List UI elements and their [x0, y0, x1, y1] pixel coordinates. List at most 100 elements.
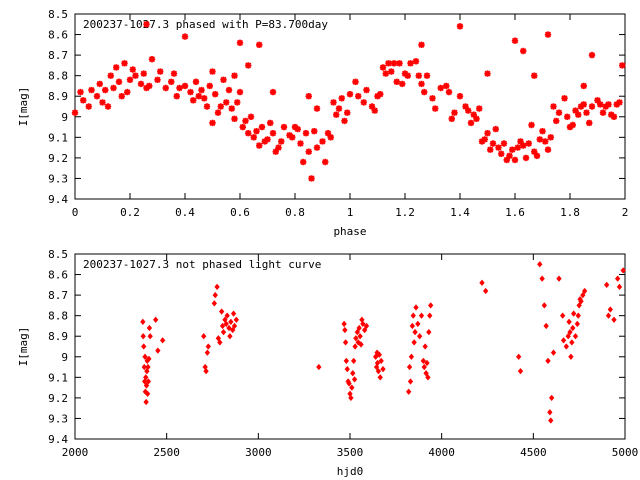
data-point: [561, 95, 568, 102]
y-tick-label: 9.3: [48, 412, 68, 425]
data-point: [544, 31, 552, 38]
data-point: [102, 86, 109, 94]
data-point: [223, 320, 229, 328]
data-point: [503, 156, 510, 164]
data-point: [352, 78, 359, 86]
y-tick-label: 9.2: [48, 152, 68, 165]
data-point: [226, 324, 232, 332]
data-point: [363, 86, 370, 94]
data-point: [245, 130, 252, 137]
data-point: [348, 394, 354, 402]
data-point: [412, 328, 418, 336]
data-point: [409, 322, 416, 330]
data-point: [360, 320, 366, 328]
data-point: [231, 115, 238, 123]
data-point: [547, 134, 554, 141]
data-point: [451, 109, 458, 116]
data-series: [72, 21, 626, 182]
data-point: [154, 76, 161, 83]
data-point: [603, 281, 610, 289]
data-point: [380, 365, 386, 373]
data-point: [473, 115, 480, 123]
data-point: [388, 68, 395, 75]
x-tick-label: 2500: [153, 446, 180, 459]
data-point: [212, 90, 219, 98]
data-point: [416, 332, 423, 340]
data-point: [378, 357, 384, 365]
y-tick-label: 8.5: [48, 8, 68, 21]
data-point: [531, 148, 538, 155]
data-point: [269, 88, 277, 96]
y-tick-label: 8.9: [48, 90, 68, 103]
y-tick-label: 9.1: [48, 371, 68, 384]
data-point: [96, 80, 103, 88]
data-point: [223, 99, 230, 106]
data-point: [225, 86, 233, 94]
data-point: [605, 101, 612, 108]
data-point: [484, 70, 491, 77]
data-point: [577, 103, 585, 110]
data-point: [206, 82, 213, 90]
data-point: [341, 320, 347, 328]
data-point: [564, 113, 571, 120]
data-point: [247, 113, 255, 120]
data-point: [425, 374, 431, 381]
data-point: [140, 332, 146, 340]
data-point: [487, 146, 494, 153]
data-point: [610, 113, 618, 120]
data-point: [343, 357, 350, 365]
y-tick-label: 8.6: [48, 269, 68, 282]
data-point: [256, 41, 263, 49]
data-point: [588, 103, 596, 110]
data-point: [214, 109, 222, 116]
data-point: [406, 363, 413, 371]
data-point: [118, 93, 125, 100]
data-point: [377, 374, 383, 381]
data-point: [588, 51, 596, 59]
y-axis-label: I[mag]: [17, 327, 30, 367]
data-point: [355, 93, 362, 100]
data-point: [305, 93, 312, 100]
data-point: [578, 298, 584, 305]
data-point: [143, 382, 150, 389]
y-tick-label: 8.8: [48, 70, 68, 83]
data-point: [256, 142, 263, 149]
data-point: [261, 138, 268, 145]
data-point: [413, 304, 419, 311]
y-tick-label: 8.9: [48, 330, 68, 343]
plot-frame: [74, 253, 626, 440]
data-point: [489, 140, 497, 147]
data-point: [368, 103, 376, 110]
data-point: [448, 115, 455, 123]
data-point: [422, 343, 428, 350]
data-point: [322, 158, 329, 166]
data-point: [415, 320, 421, 328]
data-point: [242, 117, 249, 125]
data-point: [280, 123, 288, 131]
data-point: [498, 150, 505, 157]
data-point: [110, 84, 117, 92]
y-axis-label: I[mag]: [17, 87, 30, 127]
y-tick-label: 8.7: [48, 49, 68, 62]
data-point: [382, 70, 389, 77]
data-point: [456, 93, 464, 100]
data-point: [553, 117, 560, 125]
data-point: [140, 70, 147, 77]
data-point: [396, 60, 403, 67]
data-point: [619, 62, 626, 69]
chart-title: 200237-1027.3 not phased light curve: [83, 258, 321, 271]
data-point: [445, 88, 453, 96]
data-point: [291, 123, 299, 131]
data-point: [104, 103, 112, 110]
data-point: [426, 328, 432, 336]
data-point: [611, 316, 617, 324]
data-point: [608, 111, 615, 118]
data-point: [514, 144, 521, 151]
data-point: [147, 332, 153, 340]
data-point: [569, 339, 575, 346]
data-point: [484, 130, 491, 137]
data-point: [575, 111, 582, 118]
y-tick-label: 8.5: [48, 248, 68, 261]
data-point: [162, 84, 169, 92]
data-point: [560, 337, 567, 344]
